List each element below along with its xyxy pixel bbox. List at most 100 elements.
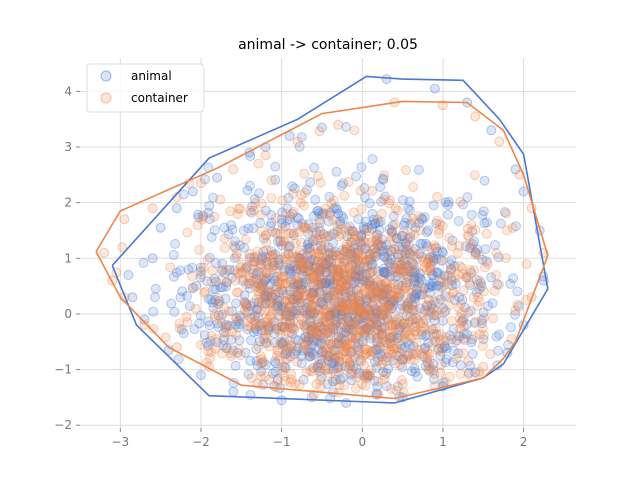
data-point — [338, 299, 349, 310]
data-point — [371, 337, 382, 348]
data-point — [334, 380, 345, 391]
data-point — [314, 229, 325, 240]
data-point — [303, 259, 314, 270]
data-point — [453, 269, 464, 280]
data-point — [256, 354, 267, 365]
data-point — [329, 354, 340, 365]
data-point — [284, 335, 295, 346]
data-point — [204, 320, 215, 331]
data-point — [366, 284, 377, 295]
data-point — [372, 344, 383, 355]
data-point — [402, 300, 413, 311]
data-point — [294, 288, 305, 299]
data-point — [368, 214, 379, 225]
data-point — [446, 263, 457, 274]
data-point — [427, 324, 438, 335]
data-point — [420, 314, 431, 325]
data-point — [200, 174, 210, 185]
data-point — [356, 230, 367, 240]
data-point — [241, 299, 252, 310]
data-point — [367, 236, 378, 247]
data-point — [347, 325, 358, 336]
data-point — [461, 329, 472, 340]
data-point — [277, 278, 288, 289]
data-point — [217, 309, 228, 320]
data-point — [461, 272, 472, 283]
data-point — [440, 197, 451, 208]
data-point — [343, 320, 354, 331]
data-point — [327, 305, 338, 316]
data-point — [202, 254, 213, 265]
data-point — [386, 225, 397, 236]
data-point — [360, 349, 371, 360]
data-point — [399, 329, 410, 339]
data-point — [360, 310, 371, 321]
data-point — [253, 286, 264, 297]
data-point — [354, 368, 365, 378]
data-point — [425, 306, 436, 317]
data-point — [301, 367, 312, 378]
data-point — [328, 376, 339, 387]
data-point — [366, 254, 377, 265]
data-point — [334, 284, 345, 295]
data-point — [260, 255, 271, 266]
data-point — [371, 308, 382, 319]
data-point — [260, 325, 270, 336]
data-point — [305, 297, 316, 307]
data-point — [337, 276, 348, 287]
data-point — [324, 207, 335, 218]
data-point — [402, 262, 413, 273]
data-point — [449, 261, 460, 272]
data-point — [324, 231, 335, 242]
data-point — [217, 264, 228, 275]
data-point — [260, 338, 271, 349]
data-point — [226, 220, 237, 231]
data-point — [466, 209, 477, 220]
data-point — [312, 362, 323, 373]
data-point — [247, 201, 258, 212]
data-point — [402, 318, 413, 329]
data-point — [324, 191, 335, 202]
data-point — [221, 319, 232, 330]
data-point — [231, 287, 242, 298]
data-point — [385, 245, 396, 256]
data-point — [306, 300, 317, 311]
data-point — [245, 301, 256, 312]
data-point — [328, 345, 339, 356]
data-point — [293, 342, 304, 353]
data-point — [378, 355, 389, 366]
data-point — [303, 344, 314, 355]
data-point — [217, 282, 228, 293]
data-point — [316, 358, 327, 369]
data-point — [410, 265, 421, 276]
data-point — [243, 306, 254, 317]
data-point — [311, 294, 322, 305]
data-point — [465, 360, 476, 371]
data-point — [310, 233, 321, 244]
data-point — [395, 322, 406, 333]
data-point — [359, 314, 370, 324]
data-point — [389, 343, 400, 353]
data-point — [183, 264, 194, 275]
data-point — [361, 225, 372, 236]
data-point — [329, 277, 339, 288]
data-point — [226, 351, 237, 362]
data-point — [410, 217, 420, 228]
data-point — [409, 275, 419, 286]
data-point — [384, 289, 395, 300]
data-point — [283, 327, 294, 338]
data-point — [404, 247, 415, 258]
data-point — [399, 318, 410, 329]
data-point — [364, 252, 374, 263]
data-point — [342, 247, 353, 258]
data-point — [398, 255, 409, 266]
data-point — [256, 260, 266, 271]
data-point — [334, 336, 345, 347]
data-point — [435, 219, 445, 230]
data-point — [344, 339, 355, 349]
data-point — [307, 336, 318, 347]
data-point — [345, 276, 356, 286]
data-point — [334, 356, 345, 366]
data-point — [446, 316, 457, 326]
data-point — [436, 255, 447, 266]
